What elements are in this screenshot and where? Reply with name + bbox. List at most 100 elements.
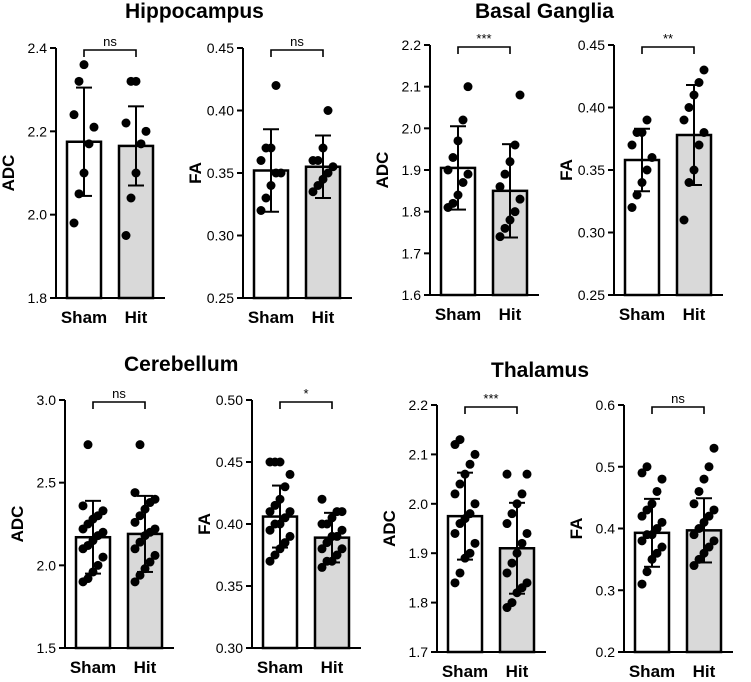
cb_fa-data-point — [317, 562, 327, 572]
th_fa-data-point — [689, 499, 699, 509]
hippo_fa-data-point — [323, 106, 333, 115]
th_adc-data-point — [512, 499, 522, 509]
cb_adc-data-point — [88, 567, 98, 577]
th_adc-data-point — [512, 548, 522, 558]
hippo_adc-data-point — [89, 122, 99, 132]
bg_adc-data-point — [448, 198, 458, 208]
cb_adc-data-point — [130, 577, 140, 587]
cb_fa-data-point — [327, 556, 337, 566]
cb_adc-data-point — [98, 506, 108, 516]
th_adc-y-tick-label: 2.2 — [409, 397, 429, 413]
bg_adc-data-point — [448, 153, 458, 162]
hippo_fa-data-point — [271, 81, 281, 90]
bg_adc-x-label-hit: Hit — [499, 305, 522, 324]
th_fa-data-point — [699, 474, 709, 484]
th_fa-data-point — [652, 548, 662, 558]
th_adc-data-point — [450, 578, 460, 588]
th_fa-data-point — [647, 554, 657, 564]
cb_fa-data-point — [270, 500, 280, 510]
th_fa-y-tick-label: 0.4 — [596, 521, 616, 537]
cb_adc-data-point — [83, 440, 93, 450]
hippo_fa-y-tick-label: 0.25 — [207, 290, 234, 306]
th_adc-y-tick-label: 1.9 — [409, 545, 429, 561]
cb_adc-data-point — [135, 511, 145, 521]
bg_fa-data-point — [694, 140, 704, 150]
th_adc-data-point — [455, 568, 465, 578]
cb_fa-y-tick-label: 0.40 — [216, 516, 243, 532]
th_fa-data-point — [704, 542, 714, 552]
cb_adc-data-point — [140, 564, 150, 574]
hippo_fa-significance-label: ns — [290, 34, 304, 49]
hippo_fa-data-point — [313, 181, 323, 190]
hippo_fa-data-point — [256, 206, 266, 215]
th_adc-data-point — [465, 548, 475, 558]
hippo_fa-data-point — [308, 187, 318, 197]
th_fa-data-point — [637, 536, 647, 546]
cb_fa-x-label-hit: Hit — [321, 658, 344, 677]
cb_adc-data-point — [98, 552, 108, 562]
th_fa-data-point — [637, 579, 647, 589]
hippo_adc-y-tick-label: 1.8 — [28, 290, 48, 306]
cb_fa-data-point — [265, 525, 275, 535]
hippo_fa-data-point — [318, 143, 328, 153]
hippo_adc-data-point — [79, 60, 89, 70]
hippo_adc-data-point — [121, 231, 131, 240]
cb_adc-data-point — [145, 557, 155, 567]
th_fa-data-point — [704, 462, 714, 472]
hippo_fa-data-point — [256, 156, 266, 165]
th_adc-data-point — [502, 519, 512, 529]
hippo_fa-data-point — [276, 168, 286, 178]
cb_fa-data-point — [317, 494, 327, 504]
bg_adc-data-point — [495, 182, 505, 192]
th_fa-data-point — [704, 511, 714, 521]
th_fa-data-point — [694, 486, 704, 496]
hippo_adc-significance-label: ns — [103, 34, 117, 49]
hippo_adc-data-point — [141, 126, 151, 136]
cb_adc-data-point — [135, 537, 145, 547]
th_fa-data-point — [709, 443, 719, 453]
th_adc-x-label-hit: Hit — [506, 662, 529, 681]
cb_fa-data-point — [275, 519, 285, 529]
bg_fa-data-point — [627, 203, 637, 212]
title-thalamus: Thalamus — [491, 359, 590, 382]
bg_fa-data-point — [642, 115, 652, 125]
th_fa-data-point — [652, 524, 662, 533]
hippo_fa-y-tick-label: 0.40 — [207, 103, 234, 119]
bg_adc-y-tick-label: 2.0 — [402, 120, 422, 136]
th_adc-data-point — [507, 558, 517, 568]
th_fa-data-point — [647, 499, 657, 509]
cb_fa-data-point — [322, 519, 332, 529]
bg_adc-data-point — [500, 169, 510, 179]
cb_adc-data-point — [130, 544, 140, 554]
bg_fa-y-tick-label: 0.25 — [578, 287, 605, 303]
th_fa-y-tick-label: 0.6 — [596, 397, 616, 413]
cb_adc-data-point — [150, 550, 160, 560]
bg_adc-data-point — [505, 157, 515, 167]
cb_fa-data-point — [275, 457, 285, 467]
th_fa-data-point — [642, 505, 652, 515]
bg_adc-significance-bracket — [457, 46, 511, 54]
th_adc-x-label-sham: Sham — [442, 662, 488, 681]
hippo_adc-significance-bracket — [83, 49, 137, 57]
cb_fa-x-label-sham: Sham — [257, 658, 303, 677]
hippo_adc-x-label-sham: Sham — [61, 308, 107, 327]
bg_adc-y-tick-label: 1.7 — [402, 245, 422, 261]
th_adc-y-tick-label: 2.1 — [409, 446, 429, 462]
bg_fa-x-label-hit: Hit — [683, 305, 706, 324]
cb_fa-data-point — [337, 507, 347, 517]
bg_adc-data-point — [453, 190, 463, 200]
th_adc-data-point — [450, 489, 460, 499]
th_adc-data-point — [455, 479, 465, 489]
th_fa-data-point — [647, 530, 657, 540]
bg_adc-y-tick-label: 2.2 — [402, 37, 422, 53]
bg_adc-data-point — [505, 215, 515, 225]
bg_fa-y-tick-label: 0.40 — [578, 100, 605, 116]
th_fa-data-point — [642, 462, 652, 472]
th_fa-data-point — [694, 524, 704, 533]
cb_adc-x-label-sham: Sham — [70, 658, 116, 677]
hippo_fa-y-label: FA — [186, 162, 205, 184]
cb_fa-data-point — [285, 507, 295, 517]
hippo_adc-data-point — [74, 76, 84, 86]
bg_fa-data-point — [684, 178, 694, 187]
